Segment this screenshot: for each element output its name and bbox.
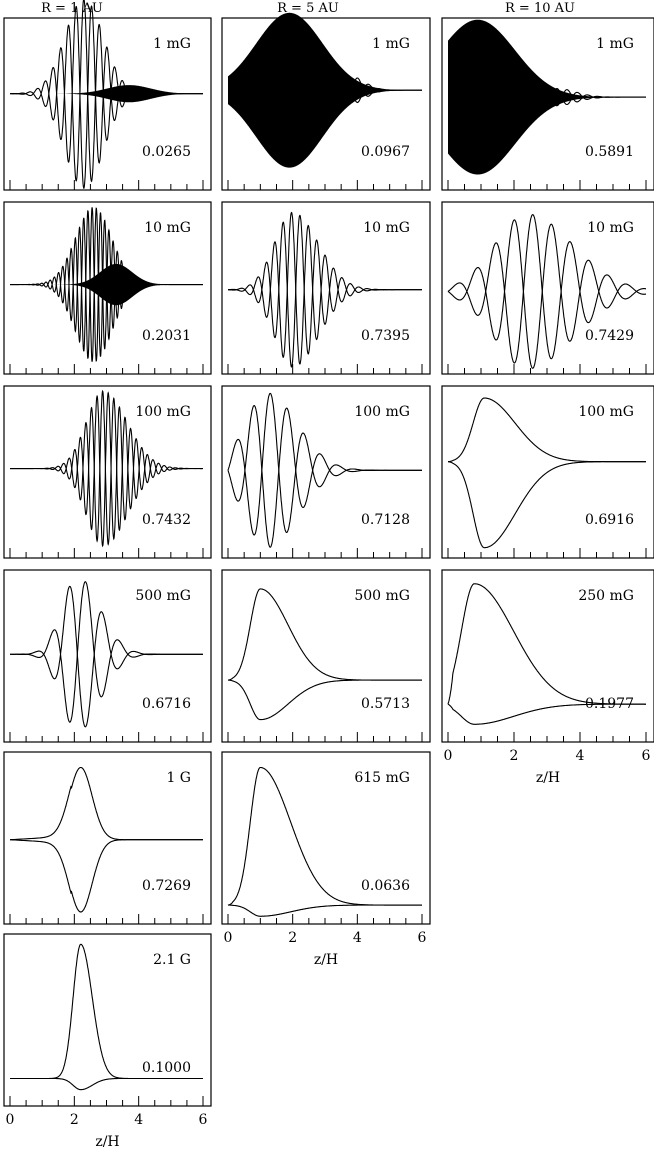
x-axis-label: z/H <box>95 1134 119 1150</box>
panel-frame <box>3 17 212 191</box>
value-label: 0.7269 <box>142 878 191 894</box>
panel-c1-r6: 2.1 G 0.1000 0 2 4 6 z/H <box>3 933 212 1150</box>
field-label: 1 mG <box>596 36 634 52</box>
field-curve-lower <box>10 585 203 728</box>
panel-frame <box>221 201 431 375</box>
panel-frame <box>3 201 212 375</box>
field-curve-lower <box>228 679 422 721</box>
field-label: 100 mG <box>578 404 634 420</box>
value-label: 0.7432 <box>142 512 191 528</box>
x-axis-label: z/H <box>314 952 338 968</box>
x-tick-label: 6 <box>199 1112 208 1128</box>
oscillation-band <box>10 85 203 103</box>
panel-c2-r2: 10 mG 0.7395 <box>221 201 431 375</box>
field-label: 1 mG <box>153 36 191 52</box>
value-label: 0.1977 <box>585 696 634 712</box>
field-label: 10 mG <box>587 220 634 236</box>
field-curve-lower <box>227 405 422 548</box>
x-tick-label: 2 <box>510 748 519 764</box>
oscillation-band <box>448 19 646 175</box>
x-tick-label: 0 <box>444 748 453 764</box>
field-label: 1 mG <box>372 36 410 52</box>
value-label: 0.0265 <box>142 144 191 160</box>
value-label: 0.7429 <box>585 328 634 344</box>
field-curve-upper <box>228 214 422 368</box>
x-tick-label: 0 <box>224 930 233 946</box>
panel-frame <box>3 385 212 559</box>
value-label: 0.6916 <box>585 512 634 528</box>
field-curve-lower <box>228 904 422 917</box>
x-axis-label: z/H <box>536 770 560 786</box>
panel-c1-r3: 100 mG 0.7432 <box>3 385 212 559</box>
panel-c2-r5: 615 mG 0.0636 0 2 4 6 z/H <box>221 751 431 968</box>
field-curve-lower <box>447 219 647 369</box>
x-tick-label: 4 <box>576 748 585 764</box>
panel-frame <box>221 17 431 191</box>
value-label: 0.7128 <box>361 512 410 528</box>
value-label: 0.1000 <box>142 1060 191 1076</box>
value-label: 0.7395 <box>361 328 410 344</box>
panel-c1-r5: 1 G 0.7269 <box>3 751 212 925</box>
panel-c3-r4: 250 mG 0.1977 0 2 4 6 z/H <box>441 569 654 786</box>
panel-frame <box>3 933 212 1107</box>
x-tick-label: 4 <box>134 1112 143 1128</box>
field-label: 1 G <box>166 770 191 786</box>
panel-frame <box>441 385 654 559</box>
x-tick-label: 0 <box>6 1112 15 1128</box>
field-curve-lower <box>448 461 646 549</box>
column-header-1: R = 1 AU <box>41 1 103 16</box>
field-label: 500 mG <box>135 588 191 604</box>
field-curve-lower <box>10 1077 203 1091</box>
panel-frame <box>221 385 431 559</box>
field-curve-lower <box>10 839 203 913</box>
field-curve-upper <box>447 213 647 364</box>
field-label: 2.1 G <box>153 952 191 968</box>
panel-frame <box>441 201 654 375</box>
value-label: 0.0967 <box>361 144 410 160</box>
field-curve-lower <box>447 703 646 725</box>
x-tick-label: 6 <box>418 930 427 946</box>
panel-c1-r4: 500 mG 0.6716 <box>3 569 212 743</box>
field-label: 100 mG <box>354 404 410 420</box>
panel-c3-r3: 100 mG 0.6916 <box>441 385 654 559</box>
oscillation-band <box>228 12 422 168</box>
value-label: 0.5891 <box>585 144 634 160</box>
panel-c3-r1: 1 mG 0.5891 <box>441 17 654 191</box>
x-tick-label: 4 <box>353 930 362 946</box>
column-header-3: R = 10 AU <box>505 1 575 16</box>
x-tick-label: 2 <box>288 930 297 946</box>
panels: 1 mG 0.0265 10 mG 0.2031 100 mG 0.7432 500 mG 0… <box>3 0 654 1150</box>
field-label: 100 mG <box>135 404 191 420</box>
x-tick-label: 6 <box>642 748 651 764</box>
value-label: 0.6716 <box>142 696 191 712</box>
field-label: 250 mG <box>578 588 634 604</box>
value-label: 0.2031 <box>142 328 191 344</box>
field-label: 500 mG <box>354 588 410 604</box>
panel-frame <box>441 569 654 743</box>
panel-c2-r1: 1 mG 0.0967 <box>221 12 431 191</box>
field-curve-lower <box>10 391 203 548</box>
field-curve-lower <box>228 211 422 365</box>
column-header-2: R = 5 AU <box>277 1 339 16</box>
panel-frame <box>441 17 654 191</box>
value-label: 0.5713 <box>361 696 410 712</box>
field-label: 615 mG <box>354 770 410 786</box>
panel-frame <box>221 751 431 925</box>
panel-frame <box>3 569 212 743</box>
panel-frame <box>221 569 431 743</box>
x-tick-label: 2 <box>70 1112 79 1128</box>
oscillation-band <box>10 263 203 306</box>
field-label: 10 mG <box>144 220 191 236</box>
panel-c2-r4: 500 mG 0.5713 <box>221 569 431 743</box>
panel-c2-r3: 100 mG 0.7128 <box>221 385 431 559</box>
panel-frame <box>3 751 212 925</box>
panel-c3-r2: 10 mG 0.7429 <box>441 201 654 375</box>
value-label: 0.0636 <box>361 878 410 894</box>
panel-c1-r2: 10 mG 0.2031 <box>3 201 212 375</box>
field-label: 10 mG <box>363 220 410 236</box>
panel-c1-r1: 1 mG 0.0265 <box>3 0 212 191</box>
